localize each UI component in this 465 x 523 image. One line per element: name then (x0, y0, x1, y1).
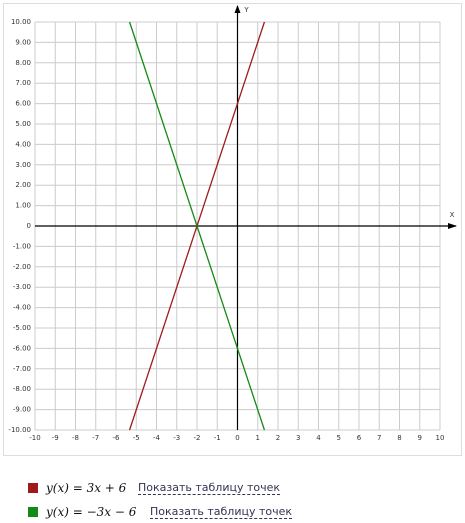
x-axis-label: X (450, 211, 455, 219)
x-tick-label: -9 (52, 434, 59, 442)
x-tick-label: 6 (357, 434, 362, 442)
x-tick-label: -7 (92, 434, 99, 442)
chart-frame (3, 3, 462, 456)
x-tick-label: 10 (436, 434, 445, 442)
x-tick-label: -8 (72, 434, 79, 442)
y-tick-label: -1.00 (13, 242, 31, 250)
x-tick-label: 7 (377, 434, 381, 442)
y-tick-label: -9.00 (13, 406, 31, 414)
y-tick-label: 9.00 (15, 38, 31, 46)
legend-label: y(x) = −3x − 6 (46, 505, 137, 519)
y-tick-label: -6.00 (13, 344, 31, 352)
y-tick-label: -2.00 (13, 263, 31, 271)
legend-label: y(x) = 3x + 6 (46, 481, 127, 495)
y-tick-label: 8.00 (15, 59, 31, 67)
y-tick-label: 6.00 (15, 100, 31, 108)
x-tick-label: -3 (173, 434, 180, 442)
x-tick-label: 4 (316, 434, 321, 442)
y-axis-label: Y (243, 6, 249, 14)
x-tick-label: 8 (397, 434, 401, 442)
y-tick-label: 5.00 (15, 120, 31, 128)
y-tick-label: -7.00 (13, 365, 31, 373)
legend-swatch (28, 507, 38, 517)
y-tick-label: 7.00 (15, 79, 31, 87)
y-tick-label: 0 (27, 222, 31, 230)
y-tick-label: 2.00 (15, 181, 31, 189)
x-tick-label: -5 (133, 434, 140, 442)
y-tick-label: 10.00 (11, 18, 31, 26)
legend-item: y(x) = −3x − 6 Показать таблицу точек (28, 504, 293, 520)
x-tick-label: 0 (235, 434, 239, 442)
series-line (128, 21, 266, 431)
legend-swatch (28, 483, 38, 493)
x-tick-label: -2 (194, 434, 201, 442)
table-link[interactable]: Показать таблицу точек (150, 505, 293, 519)
table-link[interactable]: Показать таблицу точек (138, 481, 281, 495)
x-tick-label: 5 (337, 434, 341, 442)
x-tick-label: 3 (296, 434, 300, 442)
y-tick-label: 3.00 (15, 161, 31, 169)
y-tick-label: -5.00 (13, 324, 31, 332)
y-tick-label: -3.00 (13, 283, 31, 291)
x-tick-label: -6 (113, 434, 121, 442)
legend-item: y(x) = 3x + 6 Показать таблицу точек (28, 480, 281, 496)
y-tick-label: 4.00 (15, 140, 31, 148)
x-tick-label: 2 (276, 434, 280, 442)
x-tick-label: -10 (29, 434, 40, 442)
y-axis-arrow (234, 5, 241, 13)
y-tick-label: -4.00 (13, 304, 31, 312)
x-tick-label: -1 (214, 434, 221, 442)
y-tick-label: -8.00 (13, 385, 31, 393)
y-tick-label: 1.00 (15, 202, 31, 210)
x-axis-arrow (448, 223, 457, 229)
chart: -10 -9 -8 -7 -6 -5 -4 -3 -2 -1 0 1 2 3 4 5 6 7 8 9 1010.009.… (3, 3, 462, 456)
y-tick-label: -10.00 (8, 426, 31, 434)
x-tick-label: 9 (418, 434, 422, 442)
x-tick-label: 1 (256, 434, 260, 442)
x-tick-label: -4 (153, 434, 161, 442)
